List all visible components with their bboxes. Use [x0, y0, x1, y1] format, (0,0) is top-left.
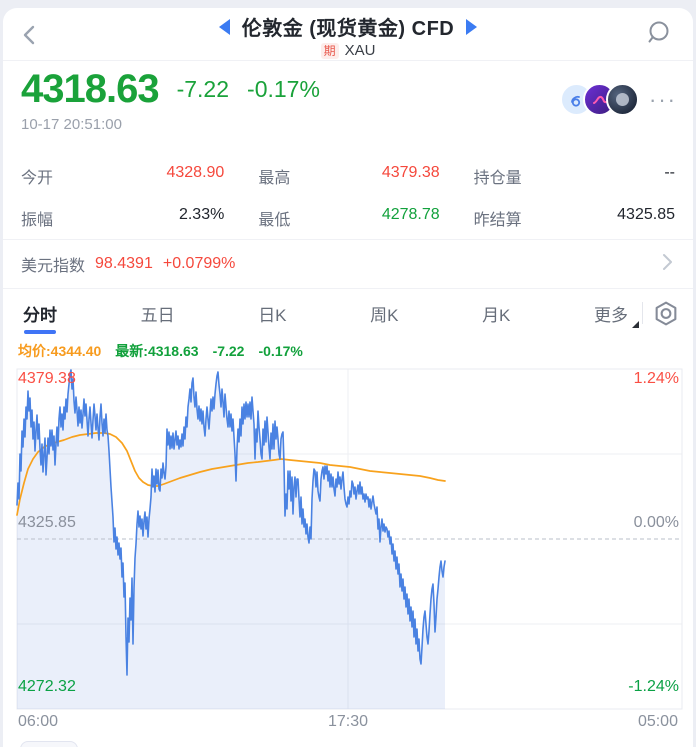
symbol-label: XAU	[344, 42, 376, 59]
x-tick-open: 06:00	[18, 713, 59, 730]
intraday-chart[interactable]: 4379.38 1.24% 4325.85 0.00% 4272.32 -1.2…	[3, 364, 693, 711]
tab-月K[interactable]: 月K	[482, 305, 511, 325]
quote-section: 4318.63 -7.22 -0.17% 10-17 20:51:00	[3, 61, 693, 150]
page-title: 伦敦金 (现货黄金) CFD	[241, 18, 455, 40]
stat-label: 振幅	[21, 212, 54, 229]
stats-grid: 今开 4328.90 最高 4379.38 持仓量 -- 振幅 2.33% 最低 4278.78 昨…	[3, 150, 693, 240]
next-instrument-arrow-icon[interactable]	[466, 18, 478, 35]
x-tick-close: 05:00	[637, 713, 678, 730]
weibo-glyph-icon	[570, 95, 580, 107]
chart-settings-button[interactable]	[653, 300, 679, 327]
usd-index-label: 美元指数	[21, 258, 86, 275]
price-change-pct: -0.17%	[247, 76, 320, 102]
usd-index-row[interactable]: 美元指数 98.4391 +0.0799%	[3, 240, 693, 289]
legend-change-pct: -0.17%	[258, 342, 303, 359]
tabs-divider	[642, 302, 643, 324]
x-tick-mid: 17:30	[327, 713, 369, 730]
back-chevron-icon	[23, 25, 35, 45]
y-axis-low-label: 4272.32	[18, 678, 76, 695]
quote-timestamp: 10-17 20:51:00	[21, 116, 122, 133]
stat-value: 4278.78	[381, 206, 440, 223]
futures-badge: 期	[320, 42, 339, 59]
x-axis: 06:00 17:30 05:00	[3, 711, 693, 735]
stat-label: 今开	[21, 170, 54, 187]
app-header: 伦敦金 (现货黄金) CFD 期 XAU	[3, 8, 693, 61]
search-button[interactable]	[645, 20, 673, 48]
chevron-right-icon[interactable]	[659, 253, 675, 276]
search-icon	[648, 21, 669, 43]
back-button[interactable]	[15, 20, 45, 50]
stat-label: 昨结算	[473, 212, 522, 229]
more-options-button[interactable]: ···	[649, 86, 677, 112]
legend-change: -7.22	[212, 342, 245, 359]
usd-index-value: 98.4391	[95, 255, 153, 272]
stat-label: 最高	[258, 170, 291, 187]
title-wrap: 伦敦金 (现货黄金) CFD 期 XAU	[3, 12, 693, 59]
stat-value: --	[664, 164, 675, 181]
stat-value: 4328.90	[166, 164, 225, 181]
quote-card: 伦敦金 (现货黄金) CFD 期 XAU 4318.63 -7.22	[3, 8, 693, 747]
chart-canvas[interactable]	[3, 364, 693, 711]
y-axis-high-pct-label: 1.24%	[633, 370, 679, 387]
moon-avatar-icon[interactable]	[606, 83, 640, 116]
chart-tabs: 分时 五日 日K 周K 月K 更多	[21, 291, 639, 336]
legend-last-price: 最新:4318.63	[115, 342, 199, 359]
stat-value: 4325.85	[617, 206, 675, 223]
gear-icon	[655, 301, 677, 325]
y-axis-high-label: 4379.38	[18, 370, 76, 387]
y-axis-low-pct-label: -1.24%	[628, 678, 679, 695]
stat-label: 最低	[258, 212, 291, 229]
chart-tabs-row: 分时 五日 日K 周K 月K 更多	[3, 289, 693, 337]
bottom-toolbar-button[interactable]	[20, 741, 78, 747]
bottom-toolbar	[3, 735, 693, 747]
moon-glyph-icon	[616, 93, 630, 106]
dropdown-corner-icon	[632, 320, 639, 328]
prev-instrument-arrow-icon[interactable]	[218, 18, 230, 35]
tab-周K[interactable]: 周K	[370, 305, 399, 325]
tab-更多[interactable]: 更多	[592, 291, 639, 336]
y-axis-baseline-pct-label: 0.00%	[633, 514, 679, 531]
price-change: -7.22	[176, 76, 230, 102]
tab-五日[interactable]: 五日	[140, 305, 175, 325]
tab-分时[interactable]: 分时	[21, 291, 59, 336]
stat-value: 2.33%	[178, 206, 225, 223]
stat-value: 4379.38	[381, 164, 440, 181]
y-axis-baseline-label: 4325.85	[18, 514, 76, 531]
last-price: 4318.63	[21, 67, 160, 111]
tab-日K[interactable]: 日K	[258, 305, 287, 325]
legend-avg-price: 均价:4344.40	[18, 342, 102, 359]
chart-legend: 均价:4344.40 最新:4318.63 -7.22 -0.17%	[3, 337, 693, 364]
stat-label: 持仓量	[473, 170, 522, 187]
wave-glyph-icon	[592, 95, 607, 104]
usd-index-change: +0.0799%	[162, 255, 236, 272]
